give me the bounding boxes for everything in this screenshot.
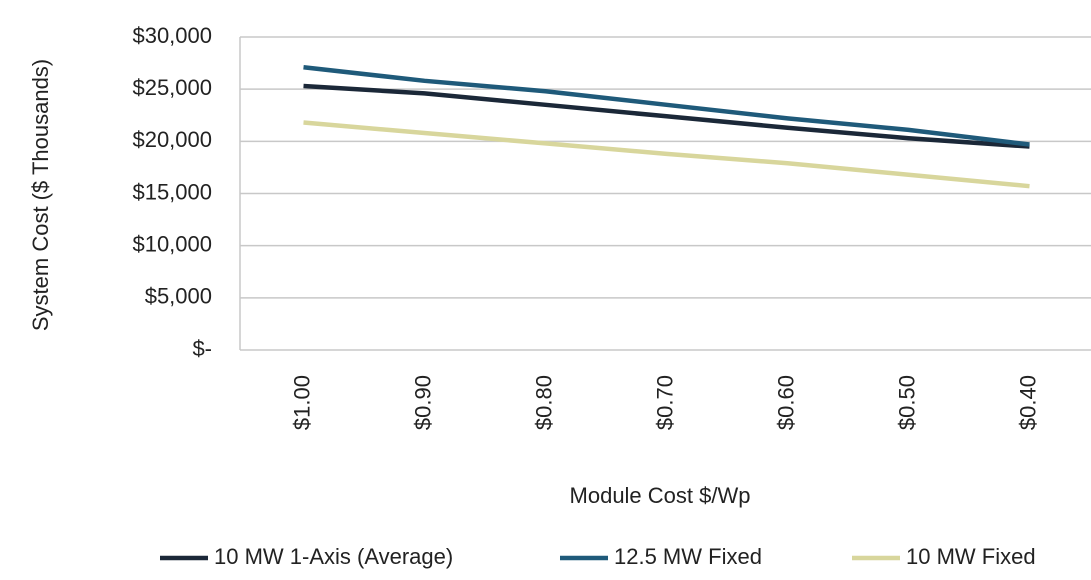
x-axis-label: Module Cost $/Wp — [570, 483, 751, 508]
x-tick-label: $0.90 — [410, 375, 435, 430]
y-tick-label: $30,000 — [132, 23, 212, 48]
x-tick-label: $0.80 — [531, 375, 556, 430]
y-tick-label: $15,000 — [132, 179, 212, 204]
series-line — [303, 65, 1030, 147]
x-tick-label: $0.70 — [652, 375, 677, 430]
y-tick-label: $20,000 — [132, 127, 212, 152]
legend-label: 10 MW Fixed — [906, 544, 1036, 569]
legend-label: 12.5 MW Fixed — [614, 544, 762, 569]
y-tick-label: $- — [192, 336, 212, 361]
x-tick-label: $1.00 — [289, 375, 314, 430]
y-tick-label: $5,000 — [145, 284, 212, 309]
series-line — [303, 120, 1030, 189]
y-tick-label: $25,000 — [132, 75, 212, 100]
y-axis-label: System Cost ($ Thousands) — [28, 59, 53, 331]
series-line — [303, 83, 1030, 149]
y-tick-label: $10,000 — [132, 231, 212, 256]
x-tick-label: $0.40 — [1015, 375, 1040, 430]
legend-label: 10 MW 1-Axis (Average) — [214, 544, 453, 569]
x-tick-label: $0.50 — [894, 375, 919, 430]
x-tick-label: $0.60 — [773, 375, 798, 430]
